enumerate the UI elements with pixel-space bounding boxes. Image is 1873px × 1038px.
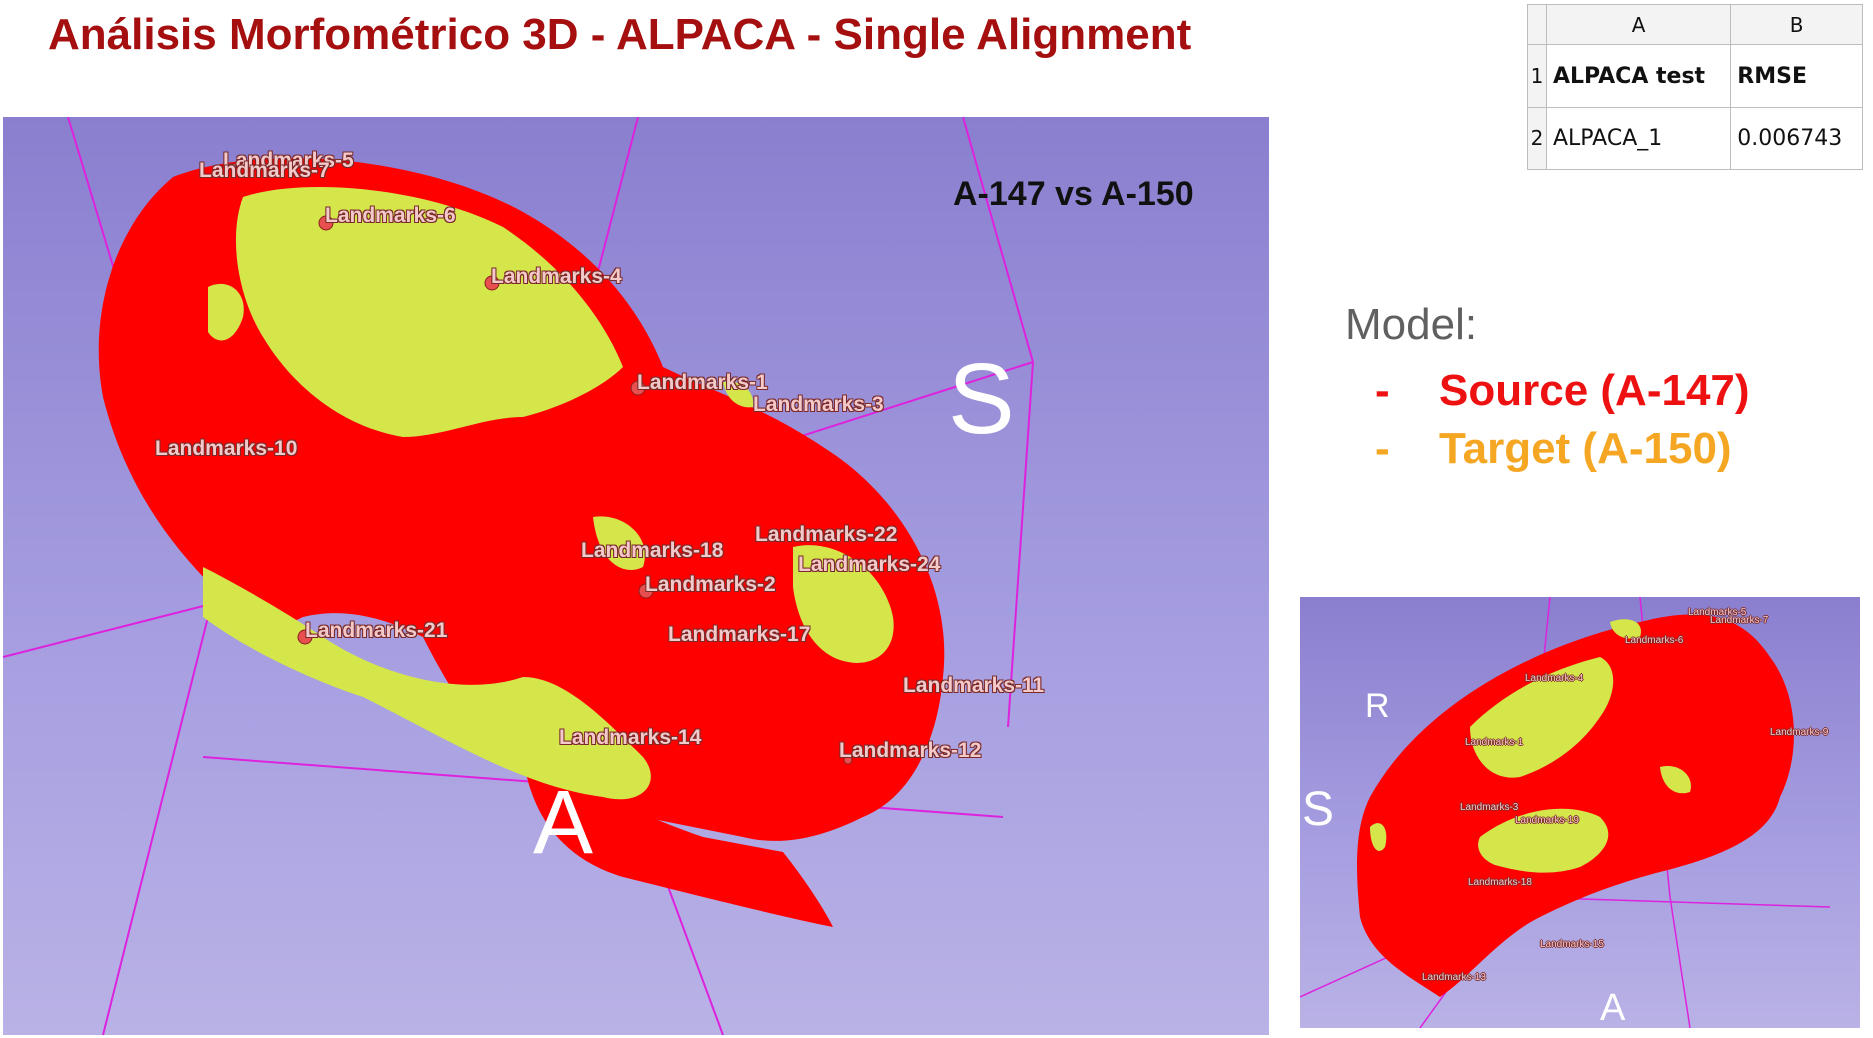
landmark-label[interactable]: Landmarks-19 xyxy=(1515,815,1579,826)
landmark-label[interactable]: Landmarks-5 xyxy=(1688,607,1747,618)
landmark-label[interactable]: Landmarks-18 xyxy=(1468,877,1532,888)
legend-source: - Source (A-147) xyxy=(1345,362,1750,420)
landmark-label[interactable]: Landmarks-21 xyxy=(305,619,448,642)
rmse-spreadsheet: A B 1 ALPACA test RMSE 2 ALPACA_1 0.0067… xyxy=(1527,3,1863,171)
axis-s-label: S xyxy=(1302,783,1335,836)
landmark-label[interactable]: Landmarks-11 xyxy=(903,674,1045,697)
landmark-label[interactable]: Landmarks-13 xyxy=(1422,972,1486,983)
axis-a-label: A xyxy=(1600,987,1626,1028)
landmark-label[interactable]: Landmarks-6 xyxy=(1625,635,1684,646)
table-cell[interactable]: 0.006743 xyxy=(1730,106,1863,171)
table-cell[interactable]: ALPACA_1 xyxy=(1545,106,1732,171)
column-header[interactable]: B xyxy=(1730,3,1863,46)
landmark-label[interactable]: Landmarks-7 xyxy=(199,159,330,182)
landmark-label[interactable]: Landmarks-10 xyxy=(155,437,298,460)
landmark-label[interactable]: Landmarks-22 xyxy=(755,523,898,546)
legend-target-text: Target (A-150) xyxy=(1439,424,1732,473)
row-number[interactable]: 2 xyxy=(1527,106,1547,171)
landmark-label[interactable]: Landmarks-7 xyxy=(1710,615,1769,626)
landmark-label[interactable]: Landmarks-1 xyxy=(1465,737,1524,748)
table-cell[interactable]: RMSE xyxy=(1730,44,1863,108)
landmark-label[interactable]: Landmarks-18 xyxy=(581,539,724,562)
landmark-label[interactable]: Landmarks-3 xyxy=(753,393,884,416)
legend-source-text: Source (A-147) xyxy=(1439,366,1750,415)
axis-s-label: S xyxy=(948,343,1015,455)
landmark-label[interactable]: Landmarks-14 xyxy=(559,726,702,749)
target-mesh xyxy=(235,187,623,437)
legend-label: Model: xyxy=(1345,300,1478,349)
landmark-label[interactable]: Landmarks-24 xyxy=(798,553,941,576)
landmark-label[interactable]: Landmarks-4 xyxy=(1525,673,1584,684)
model-legend: Model: - Source (A-147) - Target (A-150) xyxy=(1345,300,1750,478)
legend-target: - Target (A-150) xyxy=(1345,420,1750,478)
legend-dash: - xyxy=(1375,366,1390,415)
column-header[interactable]: A xyxy=(1545,3,1732,46)
skull-render xyxy=(3,117,1034,1035)
mini-skull-render xyxy=(1300,597,1831,1028)
landmark-label[interactable]: Landmarks-15 xyxy=(1540,939,1604,950)
main-3d-viewport[interactable]: A-147 vs A-150 S A Landmarks-5 Landmarks… xyxy=(3,117,1269,1035)
landmark-label[interactable]: Landmarks-1 xyxy=(637,371,768,394)
landmark-label[interactable]: Landmarks-6 xyxy=(325,204,456,227)
landmark-label[interactable]: Landmarks-3 xyxy=(1460,802,1519,813)
comparison-label: A-147 vs A-150 xyxy=(953,175,1194,213)
legend-dash: - xyxy=(1375,424,1390,473)
landmark-label[interactable]: Landmarks-9 xyxy=(1770,727,1829,738)
landmark-label[interactable]: Landmarks-12 xyxy=(839,739,982,762)
mini-3d-viewport[interactable]: R S A Landmarks-5 Landmarks-7 Landmarks-… xyxy=(1300,597,1860,1028)
landmark-label[interactable]: Landmarks-4 xyxy=(491,265,622,288)
table-cell[interactable]: ALPACA test xyxy=(1545,44,1732,108)
axis-a-label: A xyxy=(533,773,594,873)
row-number[interactable]: 1 xyxy=(1527,44,1547,108)
corner-cell xyxy=(1527,3,1547,46)
landmark-label[interactable]: Landmarks-2 xyxy=(645,573,776,596)
landmark-label[interactable]: Landmarks-5 xyxy=(223,149,354,172)
axis-r-label: R xyxy=(1365,687,1390,725)
slide-title: Análisis Morfométrico 3D - ALPACA - Sing… xyxy=(48,10,1192,59)
landmark-label[interactable]: Landmarks-17 xyxy=(668,623,811,646)
